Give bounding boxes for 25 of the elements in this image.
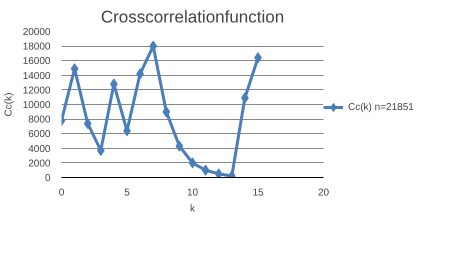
x-tick-label: 20: [318, 188, 330, 198]
y-tick-label: 4000: [28, 144, 51, 155]
x-axis-title: k: [190, 204, 196, 214]
chart-title: Crosscorrelationfunction: [100, 8, 284, 26]
y-tick-label: 0: [44, 173, 51, 184]
x-tick-label: 10: [186, 188, 198, 198]
point: [162, 106, 170, 118]
y-tick-label: 16000: [22, 56, 51, 68]
y-tick-label: 10000: [22, 100, 51, 111]
y-tick-label: 20000: [22, 27, 51, 38]
point: [84, 118, 92, 129]
y-axis-title: Cc(k): [4, 92, 15, 116]
legend-label: Cc(k) n=21851: [348, 102, 414, 112]
point: [149, 40, 158, 52]
x-tick-label: 5: [124, 188, 130, 198]
y-tick-label: 14000: [22, 70, 51, 82]
y-tick-label: 8000: [28, 114, 51, 126]
point: [96, 144, 105, 156]
y-tick-label: 18000: [22, 42, 51, 53]
point: [214, 168, 223, 178]
y-tick-label: 12000: [22, 85, 51, 96]
y-tick-label: 6000: [28, 129, 51, 140]
x-tick-label: 0: [58, 188, 65, 198]
y-tick-label: 2000: [28, 158, 51, 170]
x-tick-label: 15: [252, 188, 264, 198]
